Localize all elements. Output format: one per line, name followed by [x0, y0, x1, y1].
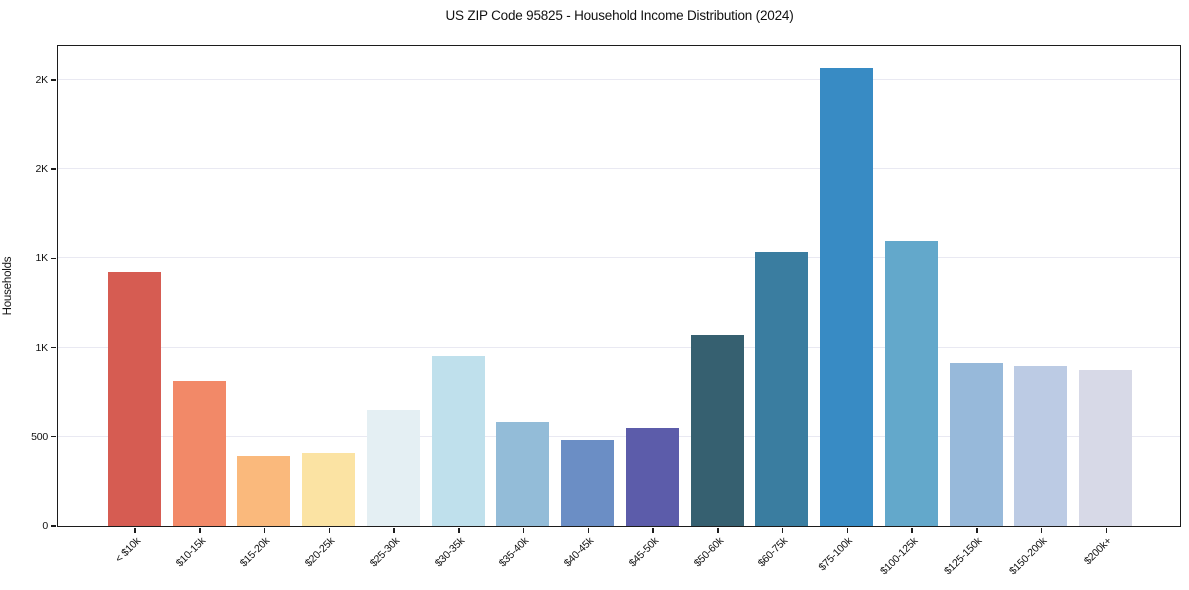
- x-tick-mark: [328, 528, 331, 533]
- x-tick-mark: [1040, 528, 1043, 533]
- bar-slot: $100-125k: [878, 46, 944, 577]
- chart-title: US ZIP Code 95825 - Household Income Dis…: [445, 8, 794, 23]
- bar: [820, 68, 874, 526]
- gridline: [58, 435, 1180, 437]
- bar: [949, 362, 1003, 526]
- y-tick-mark: [51, 436, 56, 438]
- y-tick-mark: [51, 525, 56, 527]
- bar-slot: $20-25k: [296, 46, 361, 569]
- x-tick-label: $40-45k: [561, 535, 597, 570]
- bar: [237, 455, 291, 526]
- bar-slot: $50-60k: [685, 46, 750, 569]
- gridline: [58, 346, 1180, 348]
- x-tick-mark: [976, 528, 978, 533]
- x-tick-label: $30-35k: [432, 535, 467, 570]
- bar: [172, 381, 226, 526]
- x-tick-label: $200k+: [1081, 535, 1115, 568]
- x-tick-mark: [263, 528, 266, 533]
- bar: [884, 241, 938, 526]
- x-tick-label: $60-75k: [756, 535, 791, 570]
- x-tick-label: $35-40k: [497, 535, 532, 570]
- x-tick-mark: [652, 528, 654, 533]
- bar-slot: $150-200k: [1007, 46, 1074, 577]
- bar-slot: < $10k: [102, 46, 167, 565]
- y-tick-label: 1K: [35, 341, 49, 354]
- bar-slot: $60-75k: [750, 46, 815, 569]
- bar-slot: $30-35k: [426, 46, 491, 569]
- x-tick-label: $25-30k: [367, 535, 402, 570]
- x-tick-label: < $10k: [112, 535, 143, 566]
- gridline: [58, 78, 1180, 80]
- y-tick-label: 2K: [35, 73, 49, 86]
- x-tick-label: $45-50k: [626, 535, 661, 570]
- bar: [561, 440, 615, 526]
- bar-slot: $35-40k: [491, 46, 556, 569]
- x-tick-label: $100-125k: [877, 535, 920, 578]
- bar-slot: $125-150k: [942, 46, 1009, 577]
- y-tick-label: 2K: [35, 163, 49, 176]
- y-tick-label: 500: [31, 430, 48, 443]
- bar: [107, 271, 161, 526]
- bar: [366, 410, 420, 526]
- x-tick-mark: [393, 528, 395, 533]
- bar: [755, 252, 809, 526]
- x-tick-mark: [587, 528, 590, 533]
- x-tick-mark: [781, 528, 784, 533]
- bar: [431, 355, 485, 526]
- bar: [1079, 369, 1133, 526]
- bar-slot: $10-15k: [167, 46, 232, 569]
- y-tick-mark: [51, 346, 56, 349]
- y-tick-mark: [51, 168, 56, 170]
- gridline: [58, 257, 1180, 259]
- x-tick-mark: [134, 528, 136, 533]
- bar-slot: $25-30k: [361, 46, 426, 569]
- bar-slot: $15-20k: [232, 46, 297, 569]
- bar: [690, 335, 744, 526]
- bar: [1014, 366, 1068, 526]
- x-tick-mark: [846, 528, 849, 533]
- bar: [625, 427, 679, 526]
- x-tick-label: $20-25k: [302, 535, 338, 570]
- bar-slot: $200k+: [1073, 46, 1138, 567]
- x-tick-mark: [717, 528, 719, 533]
- x-tick-mark: [522, 528, 525, 533]
- y-tick-label: 0: [42, 520, 48, 532]
- x-tick-mark: [911, 528, 913, 533]
- bar-slot: $45-50k: [620, 46, 685, 569]
- bar: [496, 421, 550, 526]
- y-tick-mark: [51, 257, 56, 260]
- x-tick-label: $50-60k: [691, 535, 726, 570]
- x-tick-label: $125-150k: [942, 535, 985, 578]
- x-tick-label: $150-200k: [1007, 535, 1050, 578]
- bar: [302, 452, 356, 526]
- x-tick-mark: [199, 528, 201, 533]
- y-tick-mark: [51, 79, 56, 81]
- x-tick-label: $15-20k: [238, 535, 273, 570]
- gridline: [58, 168, 1180, 170]
- bars-row: < $10k $10-15k $15-20k $20-25k $25-30k $30-35…: [58, 46, 1180, 577]
- bar-slot: $75-100k: [814, 46, 879, 573]
- x-tick-label: $10-15k: [173, 535, 208, 570]
- x-tick-mark: [458, 528, 460, 533]
- y-tick-label: 1K: [35, 252, 49, 265]
- plot-area: < $10k $10-15k $15-20k $20-25k $25-30k $30-35…: [31, 45, 1181, 577]
- bar-slot: $40-45k: [555, 46, 620, 569]
- y-axis-label: Households: [2, 256, 14, 316]
- x-tick-label: $75-100k: [816, 535, 856, 574]
- x-tick-mark: [1105, 528, 1108, 533]
